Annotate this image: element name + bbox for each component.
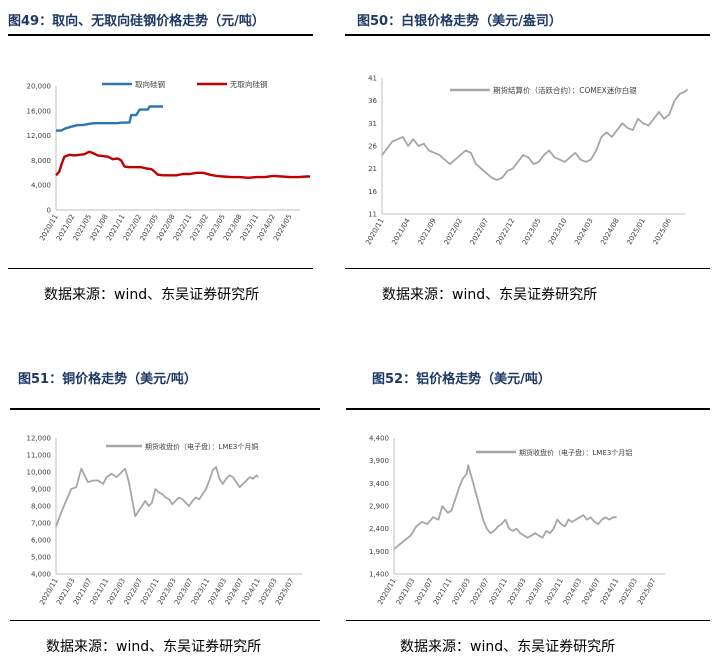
y-tick-label: 31 (368, 120, 377, 128)
source-note: 数据来源：wind、东吴证券研究所 (400, 639, 616, 655)
x-tick-label: 2022/12 (495, 217, 516, 246)
source-rule (10, 620, 320, 621)
chart-silicon-steel: 20,00016,00012,0008,0004,00002020/112021… (27, 79, 310, 242)
x-tick-label: 2022/02 (443, 217, 464, 246)
x-tick-label: 2023/05 (521, 217, 542, 246)
figure-title: 图51：铜价格走势（美元/吨） (18, 372, 197, 387)
chart-aluminum: 4,4003,9003,4002,9002,4001,9001,4002020/… (369, 435, 665, 606)
title-rule (346, 408, 710, 410)
source-note: 数据来源：wind、东吴证券研究所 (44, 287, 260, 303)
source-rule (345, 268, 710, 269)
series-line (55, 150, 310, 180)
y-tick-label: 3,900 (369, 457, 389, 465)
y-tick-label: 16 (368, 188, 377, 196)
y-tick-label: 4,000 (31, 571, 51, 579)
y-tick-label: 12,000 (27, 132, 52, 140)
y-tick-label: 4,400 (369, 435, 389, 443)
x-tick-label: 2022/07 (469, 217, 490, 246)
x-tick-label: 2025/06 (652, 217, 674, 247)
y-tick-label: 41 (368, 75, 377, 83)
y-tick-label: 7,000 (31, 520, 51, 528)
source-rule (8, 268, 313, 269)
legend-label: 期货结算价（活跃合约）：COMEX迷你白银 (493, 85, 637, 95)
y-tick-label: 11,000 (27, 452, 52, 460)
y-tick-label: 1,900 (369, 548, 389, 556)
y-tick-label: 5,000 (31, 554, 51, 562)
x-tick-label: 2024/08 (599, 217, 620, 246)
y-tick-label: 12,000 (27, 435, 52, 443)
source-note: 数据来源：wind、东吴证券研究所 (46, 639, 262, 655)
legend-label: 无取向硅钢 (230, 79, 268, 89)
y-tick-label: 20,000 (27, 83, 52, 91)
x-tick-label: 2025/01 (625, 217, 646, 246)
y-tick-label: 2,900 (369, 503, 389, 511)
legend-label: 期货收盘价（电子盘）：LME3个月铝 (519, 448, 632, 457)
y-tick-label: 11 (368, 211, 377, 219)
y-tick-label: 8,000 (31, 157, 51, 165)
y-tick-label: 0 (47, 207, 51, 215)
series-line (55, 466, 259, 527)
y-tick-label: 26 (368, 143, 377, 151)
y-tick-label: 10,000 (27, 469, 52, 477)
title-rule (8, 34, 313, 36)
legend-label: 取向硅钢 (135, 79, 165, 89)
source-note: 数据来源：wind、东吴证券研究所 (382, 287, 598, 303)
x-tick-label: 2021/09 (416, 217, 437, 246)
y-tick-label: 1,400 (369, 571, 389, 579)
figure-title: 图52：铝价格走势（美元/吨） (372, 372, 551, 387)
x-tick-label: 2024/03 (573, 217, 594, 246)
series-line (381, 88, 689, 181)
y-tick-label: 6,000 (31, 537, 51, 545)
y-tick-label: 3,400 (369, 480, 389, 488)
legend-label: 期货收盘价（电子盘）：LME3个月铜 (145, 442, 258, 451)
x-tick-label: 2023/10 (547, 217, 568, 246)
y-tick-label: 16,000 (27, 107, 52, 115)
series-line (393, 464, 617, 550)
series-line (56, 105, 163, 132)
y-tick-label: 8,000 (31, 503, 51, 511)
x-tick-label: 2025/07 (636, 577, 657, 606)
figure-title: 图50：白银价格走势（美元/盎司） (357, 14, 562, 29)
title-rule (10, 408, 320, 410)
x-tick-label: 2021/04 (390, 217, 412, 247)
chart-copper: 12,000 11,000 10,000 9,000 8,000 7,000 6,000 5,… (27, 435, 302, 606)
y-tick-label: 2,400 (369, 525, 389, 533)
y-tick-label: 4,000 (31, 182, 51, 190)
y-tick-label: 21 (368, 165, 377, 173)
x-tick-label: 2020/11 (364, 217, 385, 246)
title-rule (345, 34, 710, 36)
source-rule (346, 620, 710, 621)
figure-title: 图49：取向、无取向硅钢价格走势（元/吨） (8, 14, 265, 29)
y-tick-label: 36 (368, 97, 377, 105)
y-tick-label: 9,000 (31, 486, 51, 494)
